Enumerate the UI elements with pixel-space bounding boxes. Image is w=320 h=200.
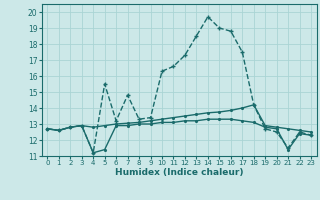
X-axis label: Humidex (Indice chaleur): Humidex (Indice chaleur) xyxy=(115,168,244,177)
